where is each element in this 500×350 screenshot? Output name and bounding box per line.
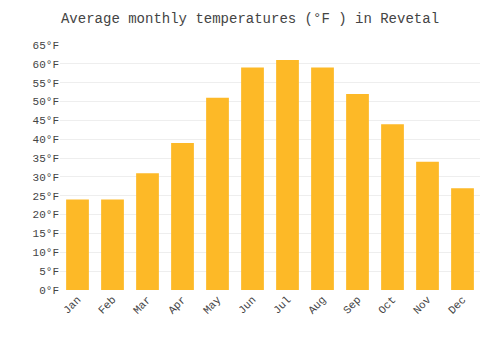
svg-text:Average monthly temperatures (: Average monthly temperatures (°F ) in Re… [61,11,439,27]
svg-text:Feb: Feb [96,294,118,316]
svg-text:Jan: Jan [61,294,83,316]
svg-text:35°F: 35°F [33,153,59,165]
svg-text:65°F: 65°F [33,40,59,52]
svg-text:Jul: Jul [271,294,293,316]
svg-text:25°F: 25°F [33,191,59,203]
svg-text:0°F: 0°F [39,285,59,297]
svg-text:Sep: Sep [341,294,363,316]
svg-text:Jun: Jun [236,294,258,316]
svg-text:5°F: 5°F [39,266,59,278]
svg-text:Dec: Dec [446,294,468,316]
svg-text:May: May [201,294,224,317]
svg-text:Mar: Mar [131,294,153,316]
svg-text:60°F: 60°F [33,59,59,71]
svg-text:Aug: Aug [306,294,328,316]
svg-text:Apr: Apr [166,294,188,316]
svg-text:10°F: 10°F [33,247,59,259]
svg-text:20°F: 20°F [33,209,59,221]
svg-text:45°F: 45°F [33,115,59,127]
svg-text:Oct: Oct [376,294,398,316]
svg-text:15°F: 15°F [33,228,59,240]
svg-text:55°F: 55°F [33,78,59,90]
svg-text:Nov: Nov [411,294,434,317]
svg-text:40°F: 40°F [33,134,59,146]
svg-text:50°F: 50°F [33,96,59,108]
svg-text:30°F: 30°F [33,172,59,184]
